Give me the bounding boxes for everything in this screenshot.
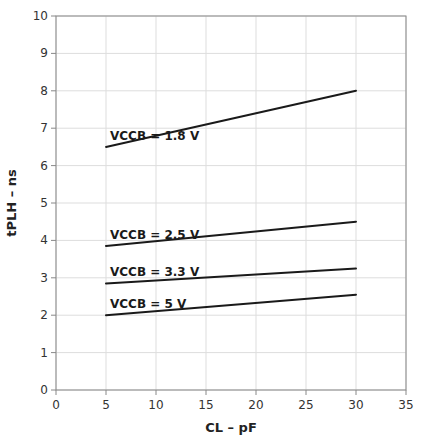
tick-y (51, 90, 56, 91)
lines (106, 91, 356, 315)
tick-label-y: 3 (40, 271, 48, 285)
plot-frame (56, 16, 406, 390)
line-label: VCCB = 3.3 V (110, 265, 200, 279)
tick-label-y: 0 (40, 383, 48, 397)
tick-label-y: 2 (40, 308, 48, 322)
tick-label-y: 6 (40, 159, 48, 173)
grid-line-y (56, 240, 406, 241)
tick-y (51, 240, 56, 241)
x-axis-label: CL – pF (205, 420, 257, 435)
grid-line-y (56, 165, 406, 166)
tick-x (56, 390, 57, 395)
line (106, 222, 356, 246)
tick-label-x: 15 (198, 398, 213, 412)
tick-y (51, 165, 56, 166)
tick-y (51, 53, 56, 54)
tick-y (51, 128, 56, 129)
chart: 0 5 10 15 20 25 30 35 0 1 2 3 4 5 6 7 8 9 10 CL – pF tPLH – … (0, 0, 422, 442)
tick-label-x: 10 (148, 398, 163, 412)
tick-x (306, 390, 307, 395)
line-label: VCCB = 2.5 V (110, 228, 200, 242)
tick-x (206, 390, 207, 395)
tick-label-y: 10 (33, 9, 48, 23)
tick-label-x: 0 (52, 398, 60, 412)
line-labels: VCCB = 1.8 V VCCB = 2.5 V VCCB = 3.3 V VCCB… (110, 129, 200, 311)
line (106, 91, 356, 147)
tick-label-y: 1 (40, 346, 48, 360)
tick-y (51, 352, 56, 353)
y-axis-label: tPLH – ns (4, 169, 19, 237)
grid-line-y (56, 203, 406, 204)
tick-y (51, 277, 56, 278)
tick-label-x: 25 (298, 398, 313, 412)
tick-label-y: 8 (40, 84, 48, 98)
tick-label-x: 5 (102, 398, 110, 412)
tick-label-y: 7 (40, 121, 48, 135)
axes: 0 5 10 15 20 25 30 35 0 1 2 3 4 5 6 7 8 9 10 (33, 9, 414, 412)
tick-y (51, 16, 56, 17)
grid-line-y (56, 53, 406, 54)
line (106, 295, 356, 316)
grid-line-y (56, 277, 406, 278)
tick-label-x: 35 (398, 398, 413, 412)
grid-line-y (56, 128, 406, 129)
grid (56, 16, 406, 390)
tick-label-x: 20 (248, 398, 263, 412)
tick-label-y: 5 (40, 196, 48, 210)
tick-label-y: 4 (40, 233, 48, 247)
tick-label-x: 30 (348, 398, 363, 412)
tick-label-y: 9 (40, 46, 48, 60)
tick-y (51, 315, 56, 316)
tick-x (106, 390, 107, 395)
tick-y (51, 390, 56, 391)
grid-line-y (56, 352, 406, 353)
tick-y (51, 203, 56, 204)
line-label: VCCB = 5 V (110, 297, 187, 311)
tick-x (256, 390, 257, 395)
tick-x (356, 390, 357, 395)
line-label: VCCB = 1.8 V (110, 129, 200, 143)
tick-x (406, 390, 407, 395)
tick-x (156, 390, 157, 395)
